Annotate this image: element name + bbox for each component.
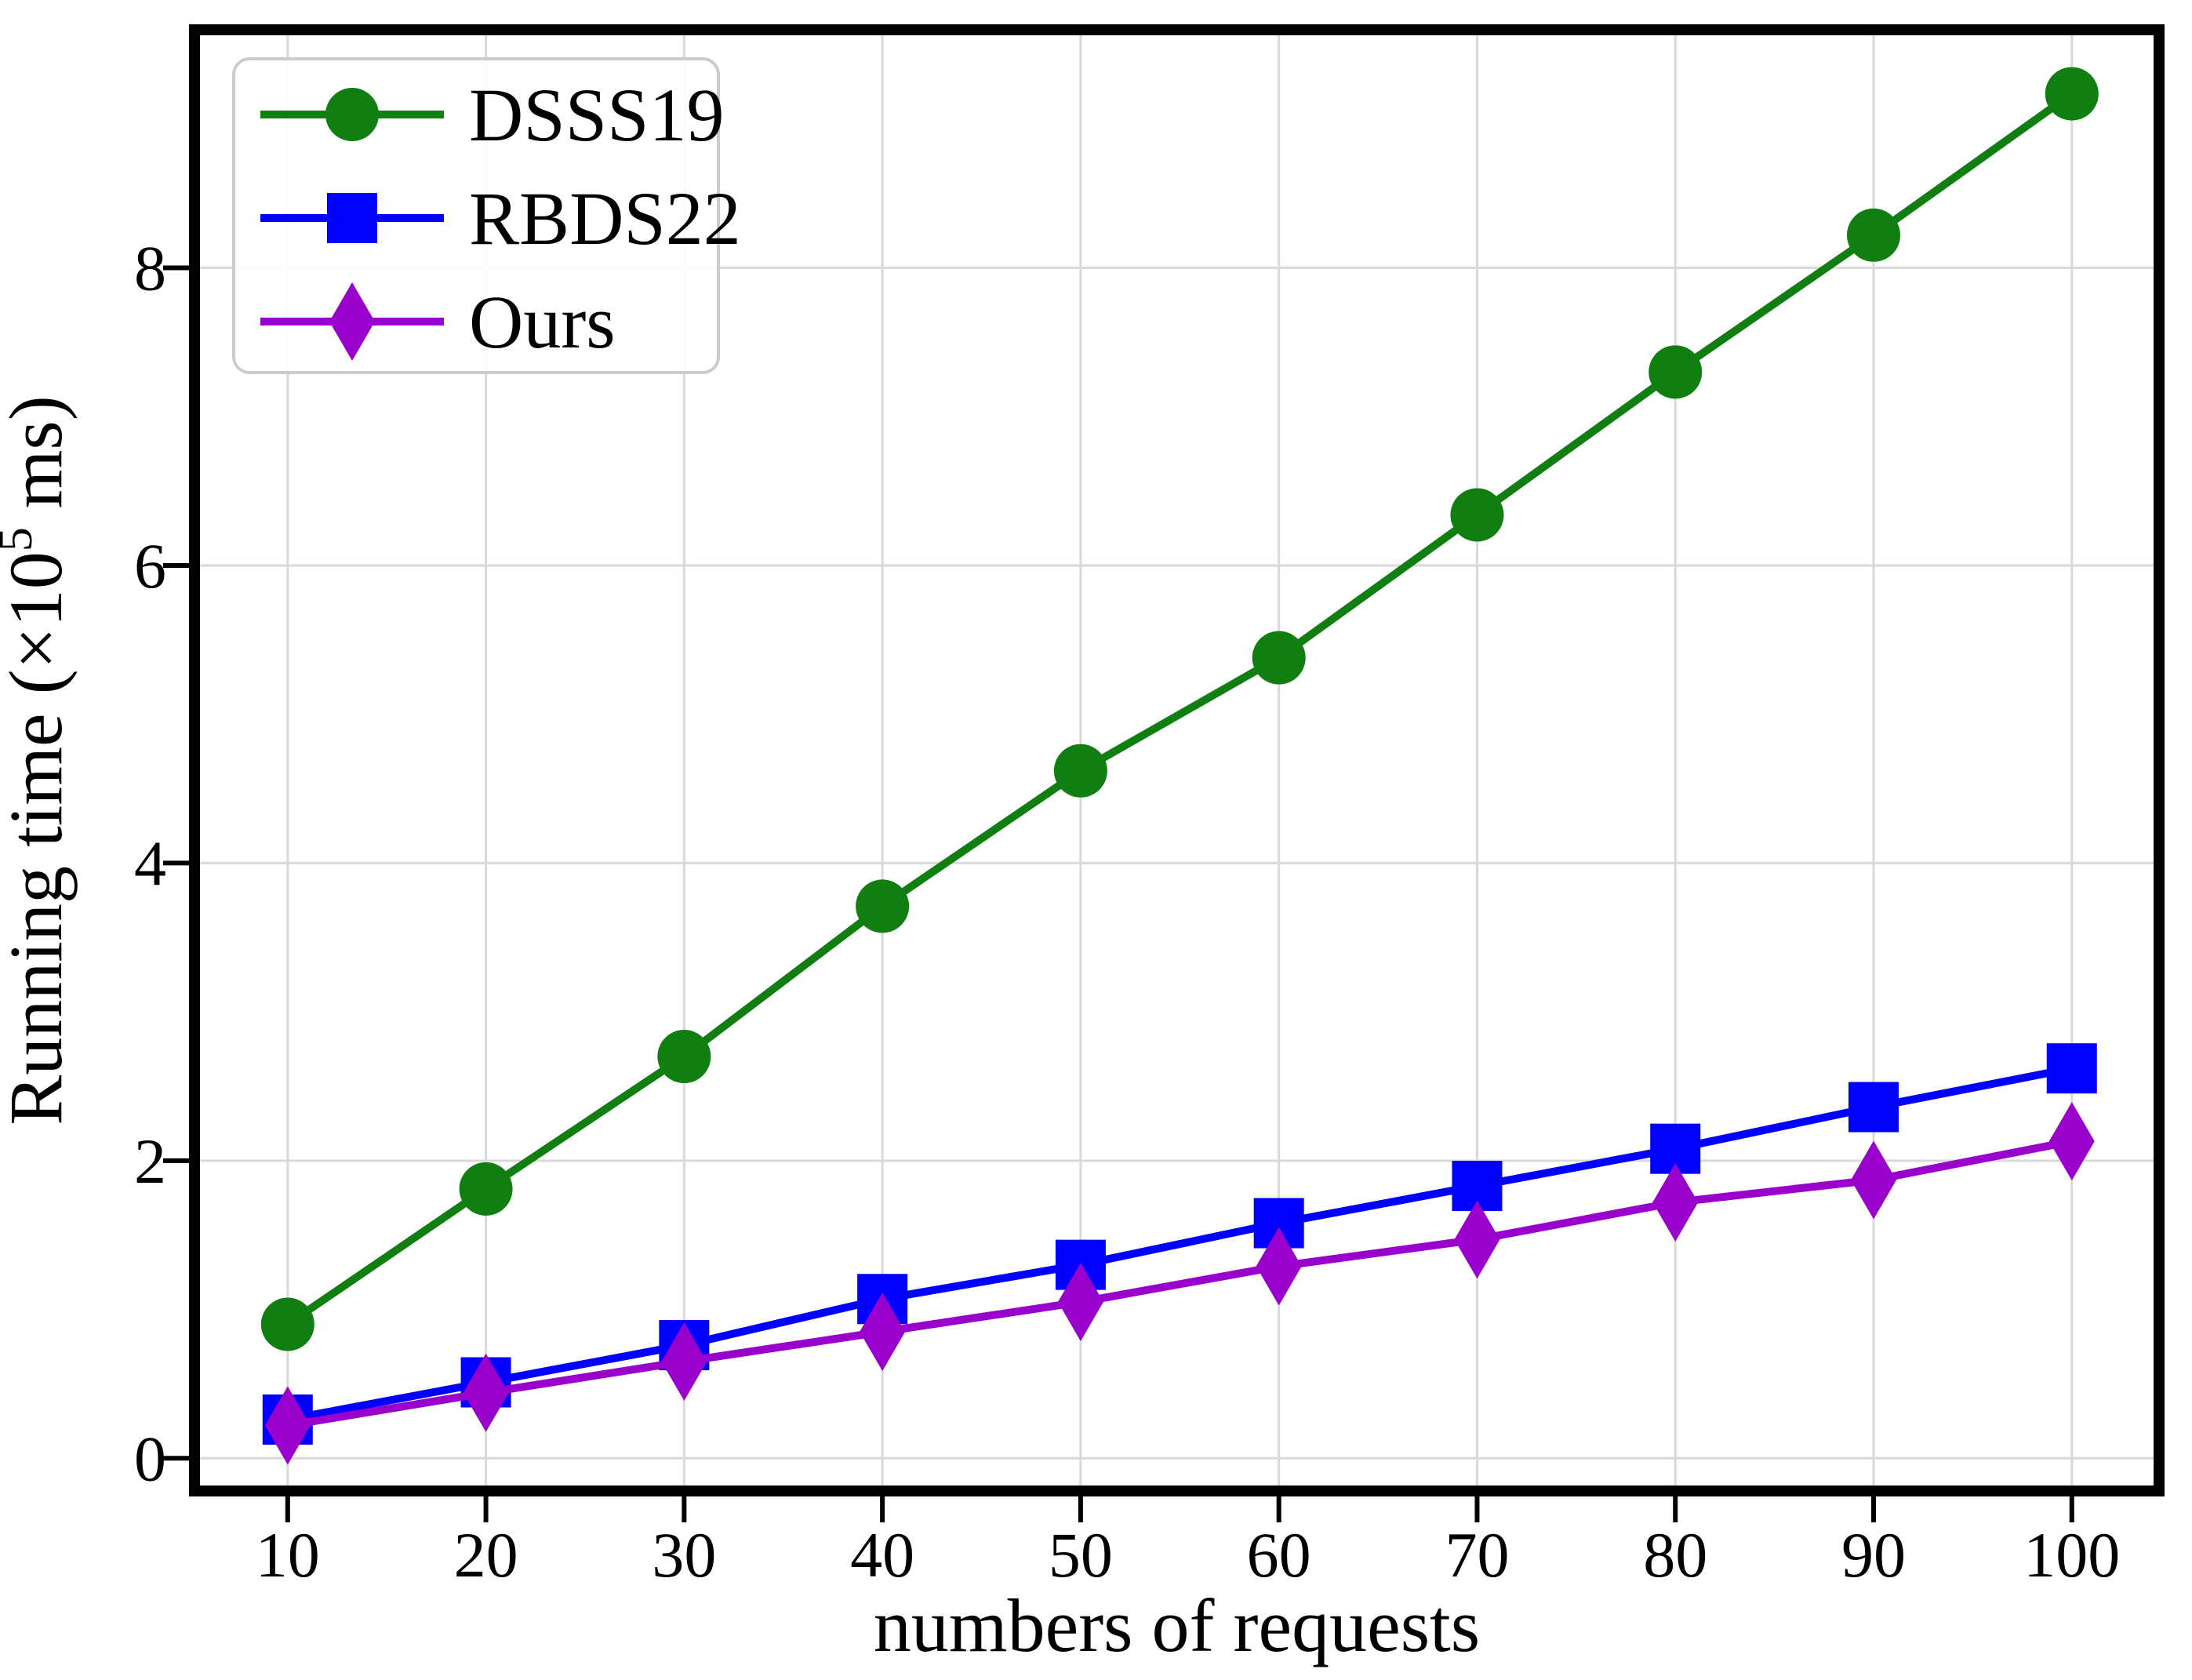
data-point-Ours (463, 1353, 509, 1432)
legend-item-DSSS19: DSSS19 (260, 73, 725, 157)
y-tick-label: 2 (134, 1125, 166, 1197)
data-point-Ours (1652, 1162, 1699, 1242)
x-tick-label: 30 (652, 1519, 716, 1591)
x-tick-label: 70 (1445, 1519, 1509, 1591)
data-point-Ours (860, 1293, 906, 1372)
y-axis-label: Running time (×105 ms) (0, 395, 78, 1125)
data-point-DSSS19 (2045, 67, 2099, 121)
legend: DSSS19 RBDS22 Ours (232, 57, 741, 374)
x-tick-label: 80 (1643, 1519, 1707, 1591)
x-tick-label: 50 (1049, 1519, 1113, 1591)
ticks (163, 265, 2074, 1522)
data-point-Ours (1851, 1140, 1897, 1220)
data-point-Ours (2048, 1102, 2095, 1181)
series-DSSS19 (260, 67, 2099, 1351)
y-tick-label: 0 (134, 1423, 166, 1494)
y-tick-label: 6 (134, 530, 166, 602)
x-tick-label: 100 (2023, 1519, 2120, 1591)
y-tick-label: 4 (134, 827, 166, 899)
data-point-DSSS19 (459, 1162, 513, 1216)
data-point-RBDS22 (1848, 1082, 1899, 1133)
data-point-Ours (1454, 1200, 1500, 1279)
data-point-Ours (661, 1322, 707, 1401)
x-tick-label: 40 (850, 1519, 914, 1591)
series-line-DSSS19 (285, 90, 2074, 1328)
data-point-DSSS19 (1649, 345, 1703, 399)
legend-label: RBDS22 (469, 176, 741, 260)
data-point-RBDS22 (2046, 1043, 2097, 1094)
data-point-DSSS19 (657, 1030, 711, 1084)
legend-item-RBDS22: RBDS22 (260, 176, 741, 260)
legend-marker-circle (325, 88, 379, 141)
x-axis-label: numbers of requests (874, 1584, 1480, 1667)
x-tick-label: 90 (1841, 1519, 1906, 1591)
axes-frame (189, 24, 2165, 1496)
data-point-DSSS19 (1053, 744, 1107, 798)
data-point-Ours (1256, 1227, 1302, 1306)
legend-marker-square (327, 193, 377, 243)
data-point-DSSS19 (856, 879, 910, 933)
legend-label: Ours (469, 280, 616, 364)
data-point-Ours (264, 1386, 311, 1465)
legend-label: DSSS19 (469, 73, 725, 157)
tick-labels: 10 20 30 40 50 60 70 80 90 100 0 2 4 6 8 (134, 233, 2120, 1591)
series-line-RBDS22 (286, 1064, 2073, 1424)
legend-marker-thin-diamond (329, 282, 375, 361)
x-tick-label: 20 (454, 1519, 518, 1591)
series-Ours (264, 1102, 2095, 1465)
data-point-DSSS19 (260, 1297, 314, 1351)
series-line-Ours (286, 1137, 2073, 1430)
data-point-DSSS19 (1847, 208, 1901, 262)
data-point-Ours (1057, 1263, 1103, 1342)
legend-item-Ours: Ours (260, 280, 616, 364)
x-tick-label: 60 (1247, 1519, 1311, 1591)
x-tick-label: 10 (256, 1519, 320, 1591)
data-point-DSSS19 (1450, 488, 1504, 542)
y-tick-label: 8 (134, 233, 166, 304)
data-point-DSSS19 (1252, 631, 1306, 685)
